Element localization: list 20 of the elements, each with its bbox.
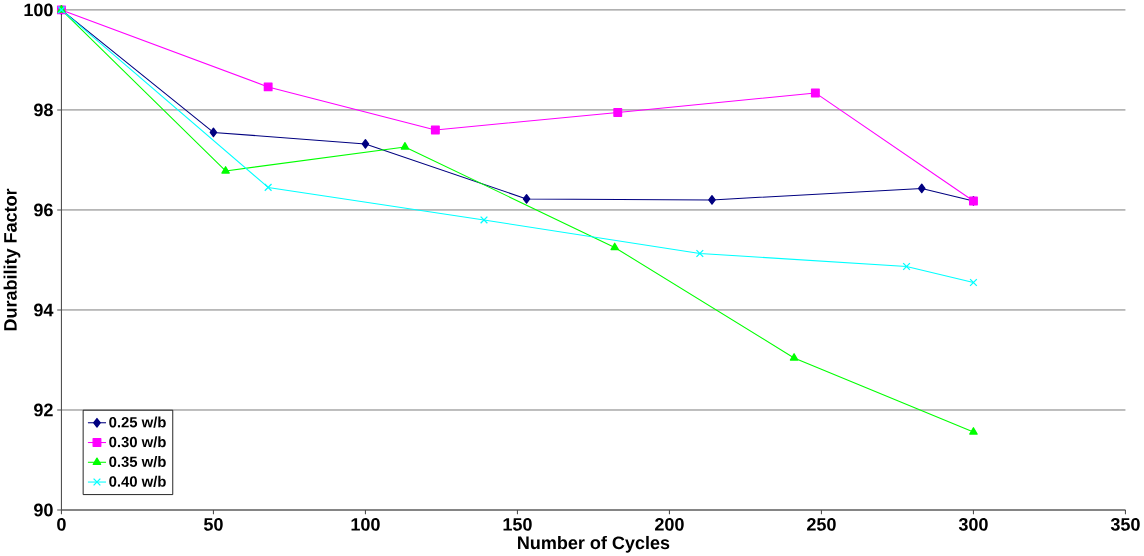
x-tick-label: 200 xyxy=(655,517,684,531)
x-tick-label: 0 xyxy=(57,517,66,531)
y-tick-label: 90 xyxy=(34,503,53,517)
y-tick-label: 94 xyxy=(34,303,54,317)
x-tick-label: 150 xyxy=(503,517,532,531)
y-tick-label: 92 xyxy=(34,403,53,417)
legend-label: 0.25 w/b xyxy=(109,416,166,428)
x-tick-label: 350 xyxy=(1110,517,1140,531)
legend-label: 0.30 w/b xyxy=(109,436,166,448)
x-tick-label: 300 xyxy=(958,517,988,531)
y-tick-label: 100 xyxy=(24,3,53,17)
legend-label: 0.35 w/b xyxy=(109,455,166,468)
x-axis-title: Number of Cycles xyxy=(518,535,670,553)
y-tick-label: 98 xyxy=(34,103,53,117)
x-tick-label: 100 xyxy=(351,517,380,531)
x-tick-label: 250 xyxy=(807,517,836,531)
y-tick-label: 96 xyxy=(34,203,53,217)
y-axis-title: Durability Factor xyxy=(3,188,21,331)
x-tick-label: 50 xyxy=(203,517,223,531)
legend-label: 0.40 w/b xyxy=(109,475,166,487)
